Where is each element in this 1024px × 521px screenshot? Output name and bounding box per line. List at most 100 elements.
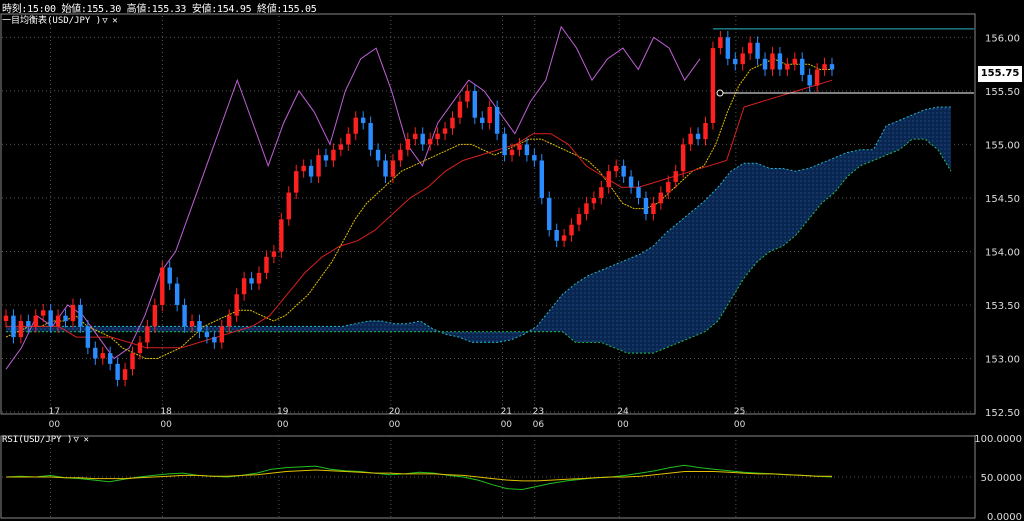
candle-body	[792, 58, 798, 65]
x-tick-time: 00	[617, 420, 629, 430]
candle-body	[256, 272, 262, 284]
x-tick-date: 20	[389, 407, 401, 417]
rsi-y-tick-label: 50.0000	[981, 473, 1022, 484]
y-tick-label: 153.50	[985, 301, 1020, 312]
settings-icon[interactable]: ▽	[102, 16, 108, 26]
candle-body	[621, 165, 626, 177]
senkou-span-a-line	[6, 106, 951, 343]
candle-body	[673, 171, 678, 182]
candle-body	[368, 123, 373, 150]
candle-body	[375, 149, 381, 161]
candle-body	[472, 90, 478, 118]
candle-body	[346, 133, 351, 145]
x-tick-time: 06	[533, 420, 545, 430]
ohlc-header: 時刻:15:00 始値:155.30 高値:155.33 安値:154.95 終…	[2, 0, 317, 15]
x-tick-date: 23	[533, 407, 544, 417]
candle-body	[3, 315, 9, 322]
y-tick-label: 154.00	[985, 247, 1020, 258]
x-tick-time: 00	[389, 420, 401, 430]
x-tick-time: 00	[49, 420, 61, 430]
candle-body	[688, 133, 693, 145]
candle-body	[390, 160, 396, 177]
low-label: 安値:	[191, 4, 217, 15]
candle-body	[353, 117, 358, 134]
candle-body	[212, 337, 217, 343]
current-price-tag: 155.75	[978, 66, 1022, 82]
candle-body	[383, 160, 388, 177]
rsi-close-icon[interactable]: ✕	[83, 435, 89, 445]
candle-body	[323, 155, 329, 161]
candle-body	[316, 155, 321, 177]
ichimoku-cloud	[6, 107, 951, 354]
rsi-settings-icon[interactable]: ▽	[73, 435, 79, 445]
candle-body	[271, 251, 277, 257]
candle-body	[487, 106, 492, 124]
close-label: 終値:	[257, 4, 283, 15]
kijun-sen-line	[6, 79, 833, 349]
candle-body	[442, 128, 448, 134]
rsi-line	[5, 464, 833, 491]
candle-body	[420, 133, 425, 145]
x-tick-date: 21	[501, 407, 512, 417]
y-tick-label: 156.00	[985, 33, 1020, 44]
candle-body	[286, 192, 291, 220]
candle-body	[733, 58, 738, 65]
candle-body	[584, 203, 589, 214]
candle-body	[747, 42, 753, 54]
x-tick-date: 24	[617, 407, 629, 417]
close-icon[interactable]: ✕	[112, 16, 118, 26]
candle-body	[197, 321, 202, 332]
candle-body	[130, 353, 135, 370]
candle-body	[55, 315, 61, 327]
candle-body	[457, 101, 463, 118]
y-tick-label: 152.50	[985, 408, 1020, 419]
candle-body	[807, 74, 812, 86]
rsi-y-tick-label: 100.0000	[974, 434, 1022, 445]
candle-body	[294, 171, 299, 193]
rsi-indicator-tag[interactable]: RSI(USD/JPY )▽ ✕	[2, 435, 92, 445]
candle-body	[785, 64, 790, 70]
rsi-signal-line	[6, 469, 832, 482]
candle-body	[63, 315, 68, 322]
level-line-handle	[716, 89, 724, 97]
candle-body	[628, 176, 634, 188]
candle-body	[308, 165, 314, 177]
time-value: 15:00	[27, 4, 56, 15]
y-tick-label: 153.00	[985, 354, 1020, 365]
rsi-y-tick-label: 0.0000	[987, 512, 1022, 521]
candle-body	[219, 326, 225, 343]
y-tick-label: 154.50	[985, 194, 1020, 205]
open-value: 155.30	[86, 4, 122, 15]
candle-body	[480, 117, 485, 124]
close-value: 155.05	[282, 4, 317, 15]
high-value: 155.33	[151, 4, 187, 15]
candle-body	[465, 90, 470, 102]
candle-body	[524, 144, 530, 156]
candle-body	[70, 304, 76, 322]
candle-body	[725, 37, 731, 59]
candle-body	[137, 342, 143, 354]
candle-body	[762, 58, 768, 70]
candle-body	[561, 235, 567, 241]
candle-body	[569, 224, 574, 236]
candle-body	[539, 160, 544, 198]
candle-body	[189, 321, 195, 327]
candle-body	[643, 197, 649, 214]
candle-body	[107, 353, 113, 364]
candle-body	[517, 144, 522, 150]
candle-body	[93, 347, 98, 359]
candle-body	[829, 64, 835, 70]
ichimoku-indicator-tag[interactable]: 一目均衡表(USD/JPY )▽ ✕	[2, 13, 121, 26]
candle-body	[658, 192, 664, 204]
candle-body	[703, 123, 708, 140]
candle-body	[606, 171, 611, 188]
candle-body	[145, 326, 150, 343]
candle-body	[405, 139, 411, 150]
candle-body	[167, 267, 172, 284]
candle-body	[599, 187, 604, 198]
candle-body	[182, 304, 187, 327]
candle-body	[152, 304, 158, 327]
candle-body	[160, 267, 165, 305]
candle-body	[651, 203, 656, 214]
